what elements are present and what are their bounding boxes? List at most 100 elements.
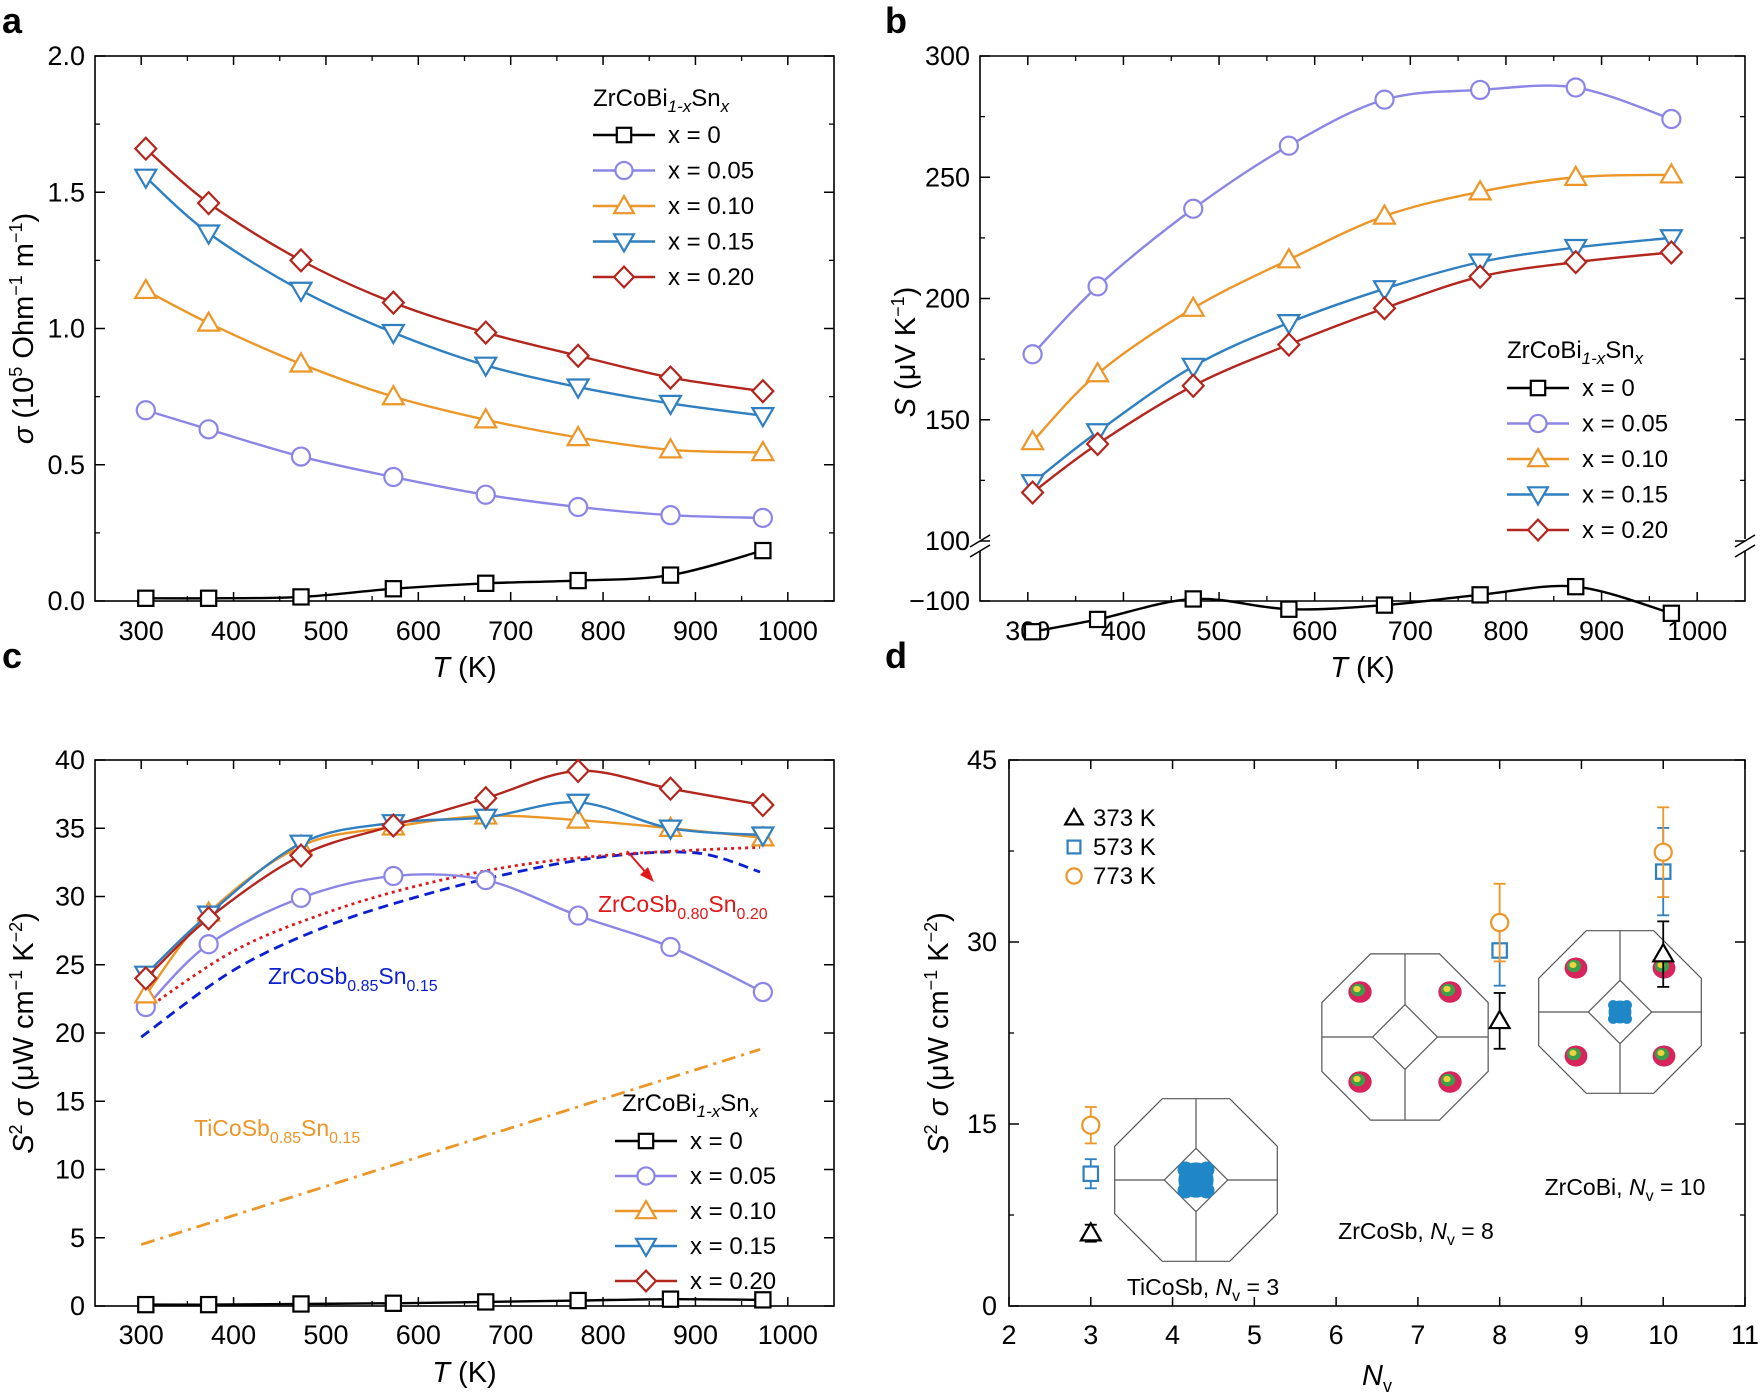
data-point: [292, 588, 310, 606]
data-point: [1085, 431, 1110, 457]
y-tick-label: 100: [925, 526, 970, 556]
data-point: [1653, 842, 1673, 862]
data-point: [750, 826, 776, 848]
panel-a-series-x015: [133, 168, 776, 429]
data-point: [754, 1291, 772, 1309]
x-tick-label: 900: [673, 616, 718, 646]
data-point: [135, 400, 156, 421]
legend-entry: x = 0.20: [593, 264, 754, 291]
inset-ZrCoSb: [1321, 953, 1489, 1121]
legend-marker: [1528, 413, 1548, 434]
x-tick-label: 2: [1001, 1320, 1016, 1350]
y-tick-label: 1.5: [47, 177, 85, 207]
inset-TiCoSb: [1114, 1098, 1278, 1262]
data-point: [569, 1291, 587, 1310]
x-tick-label: 900: [673, 1320, 718, 1350]
x-tick-label: 700: [488, 616, 533, 646]
data-point: [565, 807, 591, 829]
data-point: [290, 887, 312, 908]
x-tick-label: 4: [1165, 1320, 1180, 1350]
data-point: [384, 1294, 403, 1312]
data-point: [477, 1293, 495, 1311]
data-point: [1088, 610, 1107, 629]
panel-b-series-x010: [1020, 162, 1684, 451]
legend-label: x = 0.05: [1582, 411, 1668, 438]
x-tick-label: 1000: [758, 1320, 818, 1350]
x-tick-label: 3: [1083, 1320, 1098, 1350]
legend-marker: [614, 160, 634, 181]
legend-label: x = 0.15: [1582, 482, 1668, 509]
data-point: [137, 589, 155, 607]
data-point: [289, 843, 313, 869]
data-point: [199, 1295, 218, 1314]
data-point: [660, 936, 681, 958]
legend-marker: [1065, 867, 1083, 885]
data-point: [658, 365, 683, 391]
panel-b-y-label: S (μV K−1): [888, 287, 922, 418]
legend-marker: [1526, 446, 1550, 468]
legend-entry: x = 0: [615, 1128, 743, 1155]
data-point: [1023, 623, 1042, 641]
x-tick-label: 700: [488, 1320, 533, 1350]
legend-label: x = 0.05: [690, 1163, 776, 1190]
panel-b-legend: ZrCoBi1-xSnx x = 0 x = 0.05 x = 0.10 x = 0.1…: [1507, 337, 1668, 544]
data-point: [381, 383, 406, 406]
data-point: [567, 496, 589, 518]
legend-marker: [612, 233, 636, 254]
x-tick-label: 400: [1101, 616, 1146, 646]
data-point: [381, 290, 406, 316]
x-tick-label: 800: [1483, 616, 1528, 646]
x-tick-label: 8: [1492, 1320, 1507, 1350]
data-point: [1487, 1008, 1512, 1030]
panel-d-series-773K: [1081, 806, 1673, 1145]
panel-label-c: c: [2, 635, 22, 676]
panel-d-y-axis: 0 15 30 45: [967, 745, 1745, 1321]
series-line: [1031, 84, 1672, 356]
fermi-pocket-corner-core: [1569, 1049, 1577, 1057]
data-point: [1659, 162, 1684, 184]
x-tick-label: 600: [396, 1320, 441, 1350]
legend-entry: x = 0: [1507, 375, 1635, 402]
data-point: [198, 934, 219, 955]
reference-curve-dash-dot: [140, 1048, 761, 1246]
fermi-pocket-lobe: [1607, 1013, 1619, 1025]
panel-c-series-x0: [137, 1290, 772, 1314]
data-point: [137, 1295, 155, 1314]
data-point: [288, 351, 314, 373]
fermi-pocket-corner-core: [1657, 1049, 1665, 1057]
data-point: [1276, 314, 1302, 336]
y-tick-label: 0.5: [47, 450, 85, 480]
data-point: [1467, 179, 1493, 201]
axis-break-mark: [1734, 544, 1756, 558]
legend-label: x = 0.15: [668, 229, 754, 256]
data-point: [1183, 198, 1204, 219]
data-point: [133, 277, 159, 300]
data-point: [566, 758, 591, 784]
y-tick-label: 0: [70, 1291, 85, 1321]
fermi-pocket-lobe: [1198, 1161, 1215, 1178]
x-tick-label: 9: [1574, 1320, 1589, 1350]
data-point: [658, 819, 683, 841]
data-point: [198, 419, 219, 440]
data-point: [383, 865, 404, 887]
x-tick-label: 400: [211, 1320, 256, 1350]
series-line: [145, 409, 763, 520]
data-point: [475, 484, 496, 505]
x-tick-label: 600: [396, 616, 441, 646]
data-point: [133, 965, 158, 991]
fermi-pocket-corner-core: [1353, 1075, 1361, 1083]
legend-title: ZrCoBi1-xSnx: [622, 1090, 759, 1121]
legend-label: x = 0.10: [690, 1198, 776, 1225]
data-point: [658, 394, 683, 417]
legend-label: x = 0.20: [668, 264, 754, 291]
legend-entry: x = 0.20: [615, 1268, 776, 1295]
panel-b-series-x005: [1022, 77, 1682, 365]
panel-a-legend: ZrCoBi1-xSnx x = 0 x = 0.05 x = 0.10 x = 0.1…: [593, 85, 754, 291]
legend-marker: [634, 1269, 658, 1293]
x-tick-label: 600: [1292, 616, 1337, 646]
x-tick-label: 300: [119, 616, 164, 646]
legend-marker: [1526, 518, 1550, 542]
panel-a-series-x020: [133, 136, 775, 404]
x-tick-label: 6: [1329, 1320, 1344, 1350]
data-point: [473, 785, 498, 811]
